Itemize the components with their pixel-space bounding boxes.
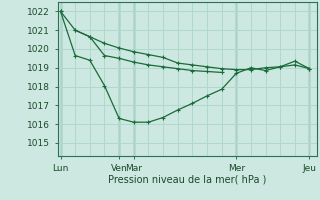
X-axis label: Pression niveau de la mer( hPa ): Pression niveau de la mer( hPa ) bbox=[108, 174, 266, 184]
